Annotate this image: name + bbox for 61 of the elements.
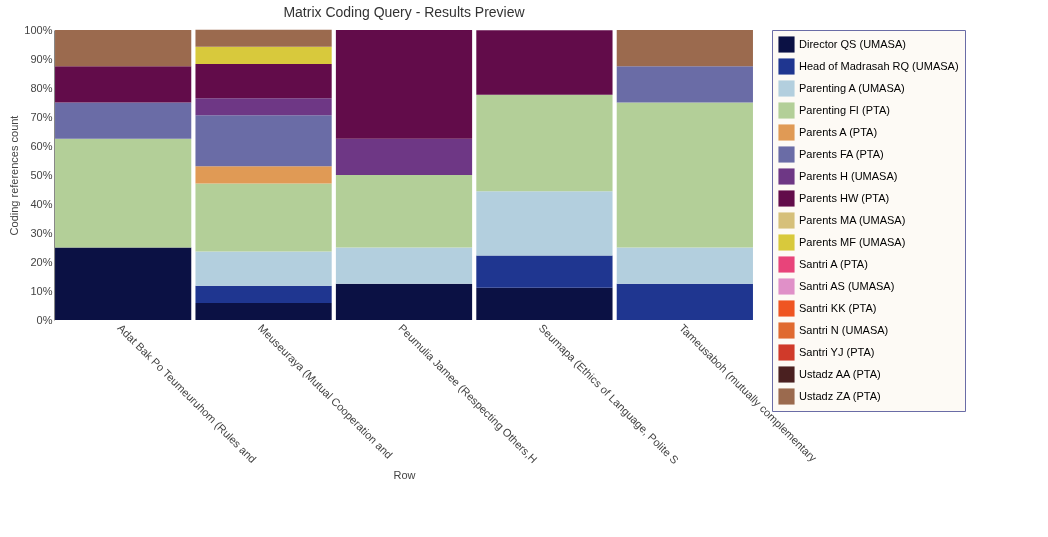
bar — [195, 46, 332, 64]
bar — [335, 247, 473, 284]
bar — [616, 102, 753, 248]
bar — [55, 30, 192, 67]
y-tick-label: 100% — [24, 23, 53, 36]
bar — [476, 255, 613, 288]
y-tick-label: 60% — [30, 139, 53, 152]
bar — [195, 285, 332, 303]
bar — [195, 63, 332, 99]
bar — [55, 66, 192, 103]
y-tick-label: 40% — [30, 197, 53, 210]
bar — [476, 30, 613, 95]
y-axis-title: Coding references count — [8, 115, 21, 236]
y-tick-label: 80% — [30, 81, 53, 94]
bar — [55, 102, 192, 139]
legend-label: Ustadz ZA (PTA) — [799, 389, 881, 402]
legend-label: Ustadz AA (PTA) — [799, 367, 881, 380]
legend-label: Parents H (UMASA) — [799, 169, 898, 182]
legend-label: Santri YJ (PTA) — [799, 345, 875, 358]
legend-label: Parents MA (UMASA) — [799, 213, 906, 226]
bar — [195, 251, 332, 286]
legend-label: Parents HW (PTA) — [799, 191, 890, 204]
y-tick-label: 50% — [30, 168, 53, 181]
legend-label: Director QS (UMASA) — [799, 37, 906, 50]
bar — [476, 287, 613, 320]
y-tick-label: 30% — [30, 226, 53, 239]
bar — [195, 115, 332, 167]
bar — [616, 66, 753, 103]
bar — [476, 94, 613, 192]
bar — [195, 183, 332, 252]
bar — [55, 247, 192, 320]
legend-label: Head of Madrasah RQ (UMASA) — [799, 59, 959, 72]
legend-label: Parents A (PTA) — [799, 125, 878, 138]
bar — [195, 98, 332, 116]
bar — [335, 30, 473, 139]
y-tick-label: 90% — [30, 52, 53, 65]
bar — [335, 175, 473, 248]
y-tick-label: 70% — [30, 110, 53, 123]
x-axis-title: Row — [393, 469, 416, 482]
bar — [335, 138, 473, 175]
bar — [616, 30, 753, 67]
legend-label: Santri N (UMASA) — [799, 323, 889, 336]
legend-label: Parents MF (UMASA) — [799, 235, 906, 248]
bar — [476, 191, 613, 256]
bar — [55, 138, 192, 248]
legend-label: Parents FA (PTA) — [799, 147, 884, 160]
legend-label: Parenting FI (PTA) — [799, 103, 890, 116]
chart-title: Matrix Coding Query - Results Preview — [283, 4, 526, 20]
bar — [195, 302, 332, 320]
legend-label: Santri A (PTA) — [799, 257, 868, 270]
y-tick-label: 20% — [30, 255, 53, 268]
bar — [195, 29, 332, 47]
bar — [335, 283, 473, 320]
bar — [616, 283, 753, 320]
y-tick-label: 0% — [36, 313, 53, 326]
bar — [195, 166, 332, 184]
legend-label: Parenting A (UMASA) — [799, 81, 905, 94]
legend-label: Santri AS (UMASA) — [799, 279, 895, 292]
y-tick-label: 10% — [30, 284, 53, 297]
legend-label: Santri KK (PTA) — [799, 301, 877, 314]
bar — [616, 247, 753, 284]
